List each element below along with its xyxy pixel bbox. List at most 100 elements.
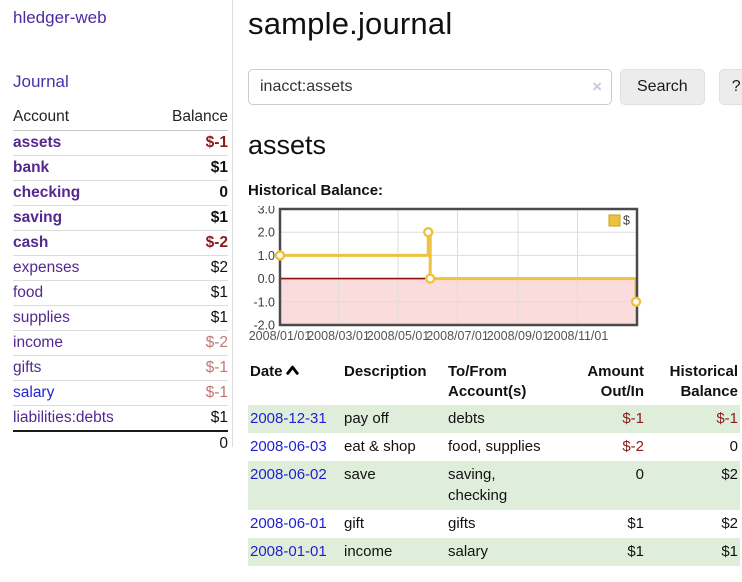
transaction-amount-cell: $1 [627,542,644,560]
transaction-row: 2008-06-02 save saving, checking 0 $2 [248,460,740,511]
account-link[interactable]: assets [13,134,62,151]
account-link[interactable]: food [13,284,44,301]
account-link[interactable]: bank [13,159,50,176]
transaction-accounts-cell: food, supplies [448,437,541,455]
transaction-date-cell: 2008-06-01 [248,510,344,538]
accounts-header-balance: Balance [171,108,228,125]
transaction-balance-cell: $2 [721,465,738,483]
account-link[interactable]: gifts [13,359,42,376]
nav-journal-link[interactable]: Journal [13,72,69,91]
historical-balance-chart: $3.0 2.0 1.0 0.0 -1.0 -2.0 2008/01/01 2008/03/0… [243,206,742,347]
account-row: liabilities:debts $1 [13,405,228,432]
account-balance: $1 [210,309,228,326]
transaction-row: 2008-06-01 gift gifts $1 $2 [248,510,740,538]
account-balance: $-1 [205,134,228,151]
legend-swatch-icon [608,214,621,227]
col-header-date[interactable]: Date [248,360,344,405]
col-header-accounts: To/From Account(s) [448,363,527,400]
transaction-accounts-cell: saving, checking [448,465,508,505]
transaction-date-cell: 2008-01-01 [248,538,344,566]
search-input-wrap: × [248,69,612,105]
register-header-row: Date Description To/From Account(s) Amou… [248,360,740,405]
account-row: cash $-2 [13,230,228,256]
search-button[interactable]: Search [620,69,705,105]
transaction-description-cell: gift [344,515,365,532]
accounts-total-row: 0 [13,431,228,456]
account-balance: $-2 [205,334,228,351]
account-link[interactable]: cash [13,234,49,251]
account-row: supplies $1 [13,305,228,331]
account-link[interactable]: expenses [13,259,80,276]
y-axis-tick-label: 0.0 [258,272,275,286]
accounts-total-value: 0 [219,435,228,452]
transaction-description-cell: save [344,465,376,483]
chart-title: Historical Balance: [248,182,384,199]
transaction-accounts-cell: salary [448,542,489,560]
account-link[interactable]: saving [13,209,63,226]
y-axis-tick-label: 1.0 [258,249,275,263]
x-axis-tick-label: 2008/11/01 [547,329,609,343]
accounts-header-row: Account Balance [13,105,228,131]
x-axis-tick-label: 2008/09/01 [487,329,550,343]
transaction-date-link[interactable]: 2008-06-01 [250,515,327,532]
search-input[interactable] [248,69,612,105]
x-axis-tick-label: 2008/07/01 [426,329,489,343]
transaction-date-link[interactable]: 2008-12-31 [250,410,327,427]
data-point-marker [423,227,434,238]
account-row: bank $1 [13,155,228,181]
account-balance: $-2 [205,234,228,251]
sort-ascending-icon [285,365,299,375]
account-row: salary $-1 [13,380,228,406]
account-link[interactable]: supplies [13,309,70,326]
account-link[interactable]: salary [13,384,55,401]
transaction-date-link[interactable]: 2008-01-01 [250,542,327,560]
col-header-description: Description [344,363,427,380]
account-link[interactable]: checking [13,184,81,201]
account-link[interactable]: liabilities:debts [13,409,114,426]
account-row: saving $1 [13,205,228,231]
account-row: gifts $-1 [13,355,228,381]
y-axis-tick-label: -2.0 [253,319,275,333]
transaction-date-cell: 2008-06-02 [248,461,344,511]
transaction-date-cell: 2008-06-03 [248,433,344,461]
transaction-date-link[interactable]: 2008-06-02 [250,465,327,483]
transaction-description-cell: eat & shop [344,437,416,455]
account-heading: assets [248,130,327,160]
x-axis-tick-label: 2008/05/01 [367,329,430,343]
legend-label: $ [623,214,630,228]
transaction-description-cell: pay off [344,410,389,427]
transaction-accounts-cell: gifts [448,515,476,532]
account-balance: $-1 [205,359,228,376]
transaction-amount-cell: $1 [627,515,644,532]
transaction-amount-cell: $-1 [622,410,644,427]
transaction-balance-cell: $1 [721,542,738,560]
transaction-balance-cell: 0 [729,437,738,455]
account-balance: $1 [210,284,228,301]
y-axis-tick-label: 2.0 [258,226,275,240]
col-header-date-label: Date [250,363,283,380]
data-point-marker [274,250,286,261]
transaction-balance-cell: $-1 [716,410,738,427]
accounts-table: Account Balance assets $-1 bank $1 checking 0… [13,105,228,456]
register-table: Date Description To/From Account(s) Amou… [248,360,740,566]
transaction-date-link[interactable]: 2008-06-03 [250,437,327,455]
account-link[interactable]: income [13,334,63,351]
transaction-balance-cell: $2 [721,515,738,532]
account-balance: $1 [210,209,228,226]
account-balance: 0 [219,184,228,201]
account-balance: $1 [210,159,228,176]
transaction-accounts-cell: debts [448,410,485,427]
col-header-balance: Historical Balance [669,363,738,400]
clear-search-icon[interactable]: × [592,77,602,96]
transaction-row: 2008-06-03 eat & shop food, supplies $-2 0 [248,433,740,461]
page-title: sample.journal [248,6,453,41]
main-content: sample.journal × Search ? assets Histori… [233,0,742,566]
transaction-amount-cell: 0 [635,465,644,483]
col-header-amount: Amount Out/In [587,363,644,400]
data-point-marker [630,296,642,308]
account-row: food $1 [13,280,228,306]
help-button[interactable]: ? [718,69,742,105]
app-brand-link[interactable]: hledger-web [13,8,107,27]
transaction-amount-cell: $-2 [622,437,644,455]
transaction-row: 2008-01-01 income salary $1 $1 [248,537,740,566]
